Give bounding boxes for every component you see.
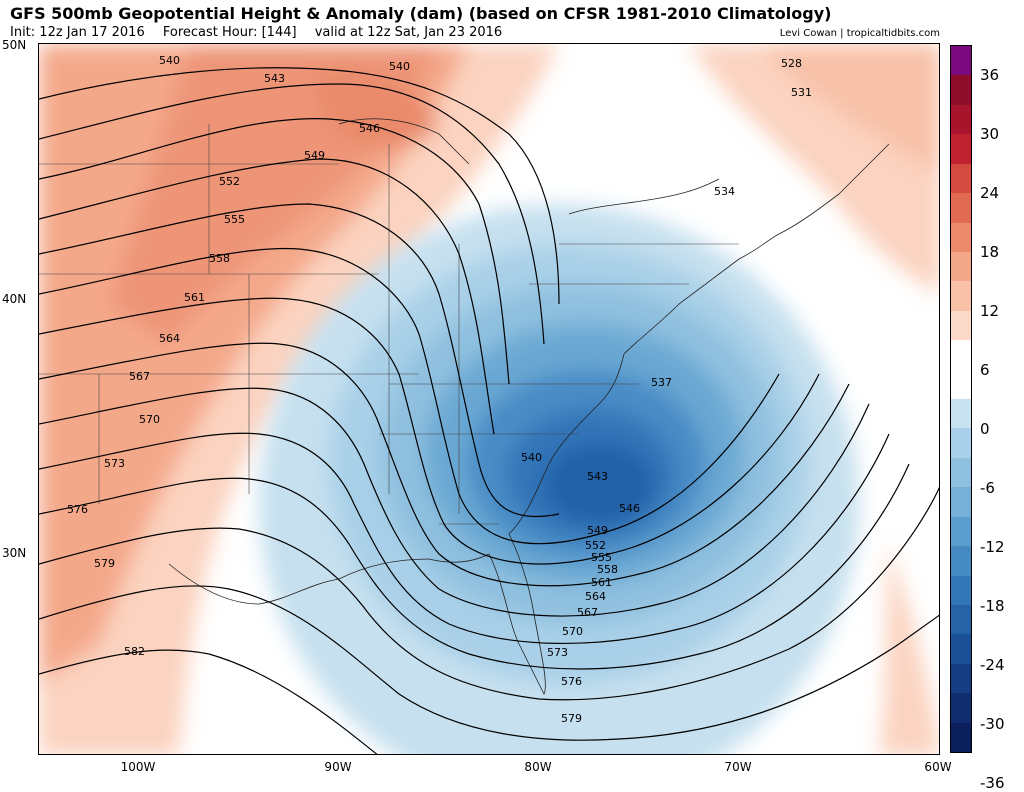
contour-label: 573 (547, 646, 568, 659)
valid-time: valid at 12z Sat, Jan 23 2016 (314, 25, 503, 40)
contour-label: 564 (585, 590, 606, 603)
contour-label: 561 (591, 576, 612, 589)
colorbar-segment (951, 399, 971, 429)
contour-label: 558 (209, 252, 230, 265)
colorbar-segment (951, 575, 971, 606)
contour-label: 567 (577, 606, 598, 619)
contour-label: 561 (184, 291, 205, 304)
contour-label: 576 (561, 675, 582, 688)
contour-label: 528 (781, 57, 802, 70)
lon-label-80w: 80W (524, 760, 552, 774)
contour-label: 555 (591, 551, 612, 564)
colorbar-segment (951, 310, 971, 341)
contour-label: 582 (124, 645, 145, 658)
contour-label: 540 (159, 54, 180, 67)
colorbar-tick-label: -6 (980, 478, 995, 497)
colorbar-segment (951, 251, 971, 282)
state-borders (39, 124, 739, 525)
colorbar-tick-label: 30 (980, 124, 1000, 143)
positive-anomaly-shading (39, 44, 939, 754)
colorbar-segment (951, 457, 971, 488)
contour-label: 570 (139, 413, 160, 426)
init-time: Init: 12z Jan 17 2016 (10, 25, 145, 40)
contour-label: 531 (791, 86, 812, 99)
colorbar-tick-label: 12 (980, 301, 1000, 320)
colorbar-segment (951, 663, 971, 694)
contour-label: 540 (389, 60, 410, 73)
contour-label: 579 (94, 557, 115, 570)
colorbar-tick-label: -12 (980, 537, 1005, 556)
lon-label-60w: 60W (924, 760, 952, 774)
contour-label: 552 (585, 539, 606, 552)
contour-label: 534 (714, 185, 735, 198)
colorbar-segment (951, 104, 971, 135)
colorbar-segment (951, 546, 971, 576)
colorbar-segment (951, 134, 971, 164)
colorbar-segment (951, 163, 971, 194)
contour-label: 579 (561, 712, 582, 725)
contour-label: 546 (359, 122, 380, 135)
colorbar-segment (951, 281, 971, 311)
lon-label-70w: 70W (724, 760, 752, 774)
contour-label: 570 (562, 625, 583, 638)
colorbar-tick-label: -36 (980, 773, 1005, 792)
negative-anomaly-shading (259, 204, 859, 754)
colorbar-segment (951, 693, 971, 723)
anomaly-colorbar (950, 45, 972, 753)
colorbar-tick-label: -30 (980, 714, 1005, 733)
contour-label: 567 (129, 370, 150, 383)
contour-label: 540 (521, 451, 542, 464)
contour-label: 573 (104, 457, 125, 470)
colorbar-segment (951, 75, 971, 105)
colorbar-segment (951, 516, 971, 547)
colorbar-segment (951, 428, 971, 458)
credit-text: Levi Cowan | tropicaltidbits.com (779, 28, 940, 39)
colorbar-segment (951, 340, 971, 370)
lat-label-30n: 30N (2, 546, 27, 560)
map-svg: 540 543 540 528 531 546 549 552 555 558 … (39, 44, 939, 754)
contour-label: 537 (651, 376, 672, 389)
contour-label: 558 (597, 563, 618, 576)
colorbar-segment (951, 193, 971, 223)
lat-label-50n: 50N (2, 38, 27, 52)
colorbar-tick-label: 36 (980, 65, 1000, 84)
colorbar-tick-label: -18 (980, 596, 1005, 615)
contour-label: 552 (219, 175, 240, 188)
colorbar-segment (951, 722, 971, 753)
colorbar-segment (951, 222, 971, 252)
colorbar-segment (951, 487, 971, 517)
colorbar-segment (951, 46, 971, 76)
colorbar-tick-label: 24 (980, 183, 1000, 202)
contour-label: 543 (264, 72, 285, 85)
colorbar-tick-label: -24 (980, 655, 1005, 674)
map-title: GFS 500mb Geopotential Height & Anomaly … (10, 4, 832, 23)
contour-label: 564 (159, 332, 180, 345)
coastlines (168, 118, 890, 695)
colorbar-tick-label: 6 (980, 360, 990, 379)
contour-label: 543 (587, 470, 608, 483)
colorbar-segment (951, 369, 971, 400)
forecast-hour: Forecast Hour: [144] (162, 25, 297, 40)
map-subtitle: Init: 12z Jan 17 2016 Forecast Hour: [14… (10, 25, 516, 40)
lon-label-90w: 90W (324, 760, 352, 774)
height-contours (39, 67, 939, 754)
colorbar-segment (951, 605, 971, 635)
contour-label: 549 (304, 149, 325, 162)
contour-labels: 540 543 540 528 531 546 549 552 555 558 … (67, 54, 812, 725)
lon-label-100w: 100W (120, 760, 156, 774)
colorbar-tick-label: 0 (980, 419, 990, 438)
contour-label: 546 (619, 502, 640, 515)
lat-label-40n: 40N (2, 292, 27, 306)
contour-label: 576 (67, 503, 88, 516)
colorbar-tick-label: 18 (980, 242, 1000, 261)
contour-label: 549 (587, 524, 608, 537)
contour-label: 555 (224, 213, 245, 226)
weather-map: 540 543 540 528 531 546 549 552 555 558 … (38, 43, 940, 755)
colorbar-segment (951, 634, 971, 664)
